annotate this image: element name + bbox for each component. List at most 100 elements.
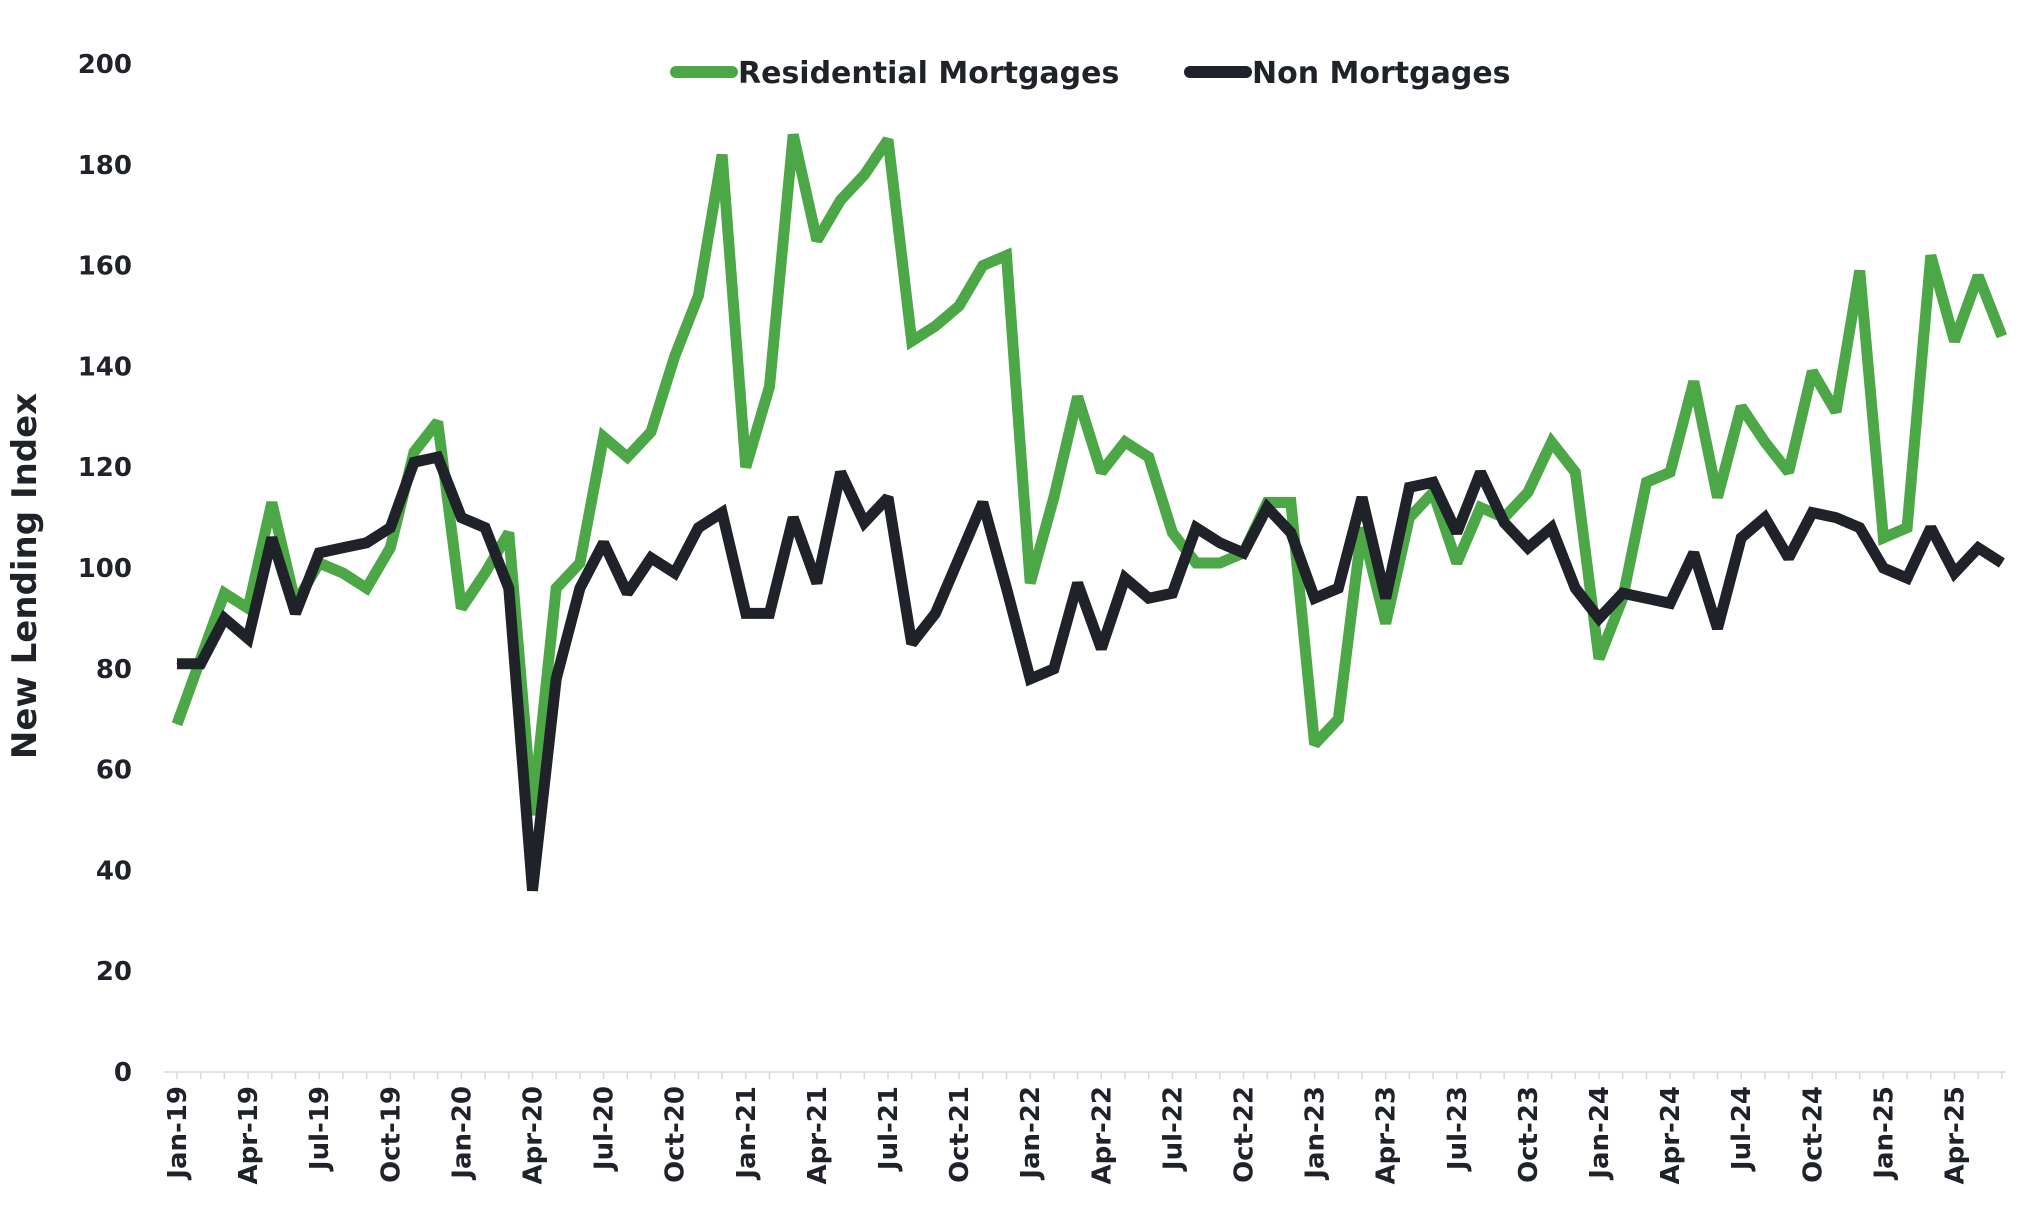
data-point-non-mortgages xyxy=(1171,592,1173,594)
x-tick-label: Jul-21 xyxy=(874,1086,904,1172)
series-line-residential-mortgages xyxy=(171,133,2008,816)
x-tick-label: Apr-22 xyxy=(1087,1086,1117,1185)
data-point-non-mortgages xyxy=(1480,471,1481,473)
data-point-non-mortgages xyxy=(508,587,510,589)
data-point-residential-mortgages xyxy=(1930,255,1932,257)
data-point-non-mortgages xyxy=(1029,678,1031,680)
data-point-non-mortgages xyxy=(721,512,723,514)
data-point-residential-mortgages xyxy=(247,607,249,609)
y-axis-title: New Lending Index xyxy=(5,393,45,759)
data-point-residential-mortgages xyxy=(1882,537,1884,539)
x-tick-label: Jan-20 xyxy=(447,1086,477,1181)
data-point-residential-mortgages xyxy=(413,451,415,453)
data-point-residential-mortgages xyxy=(271,501,273,503)
data-point-residential-mortgages xyxy=(508,532,510,534)
data-point-non-mortgages xyxy=(958,557,960,559)
data-point-non-mortgages xyxy=(1740,537,1742,539)
data-point-residential-mortgages xyxy=(1717,496,1718,498)
data-point-residential-mortgages xyxy=(697,295,699,297)
data-point-non-mortgages xyxy=(1503,522,1505,524)
data-point-residential-mortgages xyxy=(792,134,794,136)
x-tick-label: Jan-22 xyxy=(1016,1086,1046,1181)
y-tick-label: 180 xyxy=(78,151,132,181)
x-tick-label: Jan-21 xyxy=(732,1086,762,1181)
data-point-non-mortgages xyxy=(1764,517,1766,519)
data-point-residential-mortgages xyxy=(1740,406,1742,408)
x-tick-label: Oct-23 xyxy=(1514,1086,1544,1183)
data-point-non-mortgages xyxy=(1574,587,1576,589)
data-point-residential-mortgages xyxy=(579,562,581,564)
data-point-non-mortgages xyxy=(1266,507,1268,509)
data-point-residential-mortgages xyxy=(603,436,605,438)
x-tick-label: Jul-23 xyxy=(1443,1086,1473,1172)
data-point-non-mortgages xyxy=(1693,552,1695,554)
data-point-non-mortgages xyxy=(982,501,984,503)
series-residential-mortgages xyxy=(171,133,2008,816)
x-tick-label: Jan-24 xyxy=(1585,1086,1615,1181)
data-point-residential-mortgages xyxy=(1029,582,1031,584)
data-point-non-mortgages xyxy=(1954,572,1955,574)
data-point-non-mortgages xyxy=(697,527,699,529)
data-point-non-mortgages xyxy=(840,471,842,473)
data-point-residential-mortgages xyxy=(982,265,984,267)
data-point-non-mortgages xyxy=(1645,597,1647,599)
data-point-residential-mortgages xyxy=(1456,562,1458,564)
data-point-non-mortgages xyxy=(200,663,202,665)
data-point-residential-mortgages xyxy=(460,607,462,609)
data-point-non-mortgages xyxy=(1906,577,1908,579)
legend-label: Residential Mortgages xyxy=(738,56,1119,91)
data-point-non-mortgages xyxy=(1124,577,1126,579)
data-point-non-mortgages xyxy=(413,461,415,463)
data-point-non-mortgages xyxy=(1930,527,1932,529)
y-tick-label: 40 xyxy=(96,856,132,886)
y-tick-label: 200 xyxy=(78,50,132,80)
y-tick-label: 80 xyxy=(96,655,132,685)
data-point-non-mortgages xyxy=(247,638,249,640)
data-point-non-mortgages xyxy=(295,612,296,614)
data-point-non-mortgages xyxy=(1717,627,1718,629)
data-point-non-mortgages xyxy=(555,678,557,680)
x-tick-label: Jan-19 xyxy=(163,1086,193,1181)
data-point-non-mortgages xyxy=(1053,668,1055,670)
data-point-non-mortgages xyxy=(1148,597,1150,599)
data-point-residential-mortgages xyxy=(1006,255,1007,257)
data-point-non-mortgages xyxy=(1361,496,1363,498)
data-point-residential-mortgages xyxy=(1906,527,1908,529)
data-point-non-mortgages xyxy=(460,517,462,519)
x-tick-label: Oct-22 xyxy=(1230,1086,1260,1183)
data-point-non-mortgages xyxy=(1195,527,1197,529)
data-point-residential-mortgages xyxy=(1551,441,1553,443)
data-point-non-mortgages xyxy=(1977,547,1979,549)
y-tick-label: 20 xyxy=(96,957,132,987)
data-point-residential-mortgages xyxy=(2001,335,2003,337)
data-point-residential-mortgages xyxy=(1077,396,1079,398)
data-point-non-mortgages xyxy=(1408,486,1410,488)
data-point-residential-mortgages xyxy=(1053,496,1055,498)
data-point-non-mortgages xyxy=(1100,648,1102,650)
x-tick-label: Apr-19 xyxy=(234,1086,264,1185)
y-tick-label: 140 xyxy=(78,352,132,382)
data-point-non-mortgages xyxy=(1314,597,1316,599)
x-tick-label: Jul-20 xyxy=(590,1086,620,1172)
y-tick-label: 60 xyxy=(96,756,132,786)
data-point-residential-mortgages xyxy=(1100,471,1102,473)
data-point-residential-mortgages xyxy=(1314,743,1316,745)
data-point-residential-mortgages xyxy=(1527,491,1529,493)
data-point-non-mortgages xyxy=(532,890,533,892)
x-tick-label: Apr-20 xyxy=(519,1086,549,1185)
legend-item-residential-mortgages: Residential Mortgages xyxy=(670,56,1119,91)
data-point-residential-mortgages xyxy=(1480,507,1481,509)
data-point-non-mortgages xyxy=(603,542,605,544)
x-tick-label: Jul-24 xyxy=(1727,1086,1757,1172)
series-layer xyxy=(171,133,2008,892)
data-point-non-mortgages xyxy=(1385,597,1387,599)
data-point-residential-mortgages xyxy=(1977,275,1979,277)
y-tick-label: 0 xyxy=(114,1058,132,1088)
data-point-residential-mortgages xyxy=(1835,411,1837,413)
series-line-non-mortgages xyxy=(177,450,2005,892)
data-point-residential-mortgages xyxy=(721,154,723,156)
data-point-residential-mortgages xyxy=(1195,562,1197,564)
data-point-residential-mortgages xyxy=(366,587,368,589)
data-point-residential-mortgages xyxy=(674,355,676,357)
data-point-residential-mortgages xyxy=(650,431,652,433)
